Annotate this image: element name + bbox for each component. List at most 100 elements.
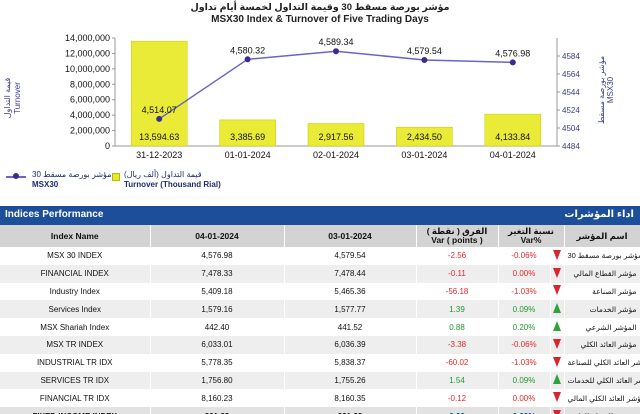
y-right-title: MSX30 [606, 76, 615, 103]
index-name-arabic: المؤشر الشرعي [564, 318, 640, 336]
msx30-point-label: 4,514.07 [142, 105, 177, 115]
value-date-1: 7,478.33 [150, 264, 285, 283]
arrow-down-icon [550, 247, 565, 265]
index-name: FINANCIAL TR IDX [0, 389, 151, 408]
value-date-2: 6,036.39 [284, 335, 417, 354]
index-name: INDUSTRIAL TR IDX [0, 353, 151, 372]
msx30-point-label: 4,580.32 [230, 45, 265, 55]
table-row: MSX Shariah Index 442.40 441.52 0.88 0.20% ال… [0, 318, 640, 336]
y-right-tick-label: 4564 [562, 70, 580, 79]
var-points: 0.88 [416, 318, 499, 336]
y-left-title-arabic: قيمة التداول [3, 78, 12, 119]
index-name: MSX 30 INDEX [0, 247, 151, 265]
value-date-2: 1,577.77 [284, 300, 417, 319]
col-index-name: Index Name [0, 225, 151, 247]
var-percent: -1.03% [498, 353, 551, 372]
legend-msx30-arabic: مؤشر بورصة مسقط 30 [32, 170, 112, 179]
col-date-2: 03-01-2024 [284, 225, 417, 247]
var-points: 1.39 [416, 300, 499, 319]
table-row: FINANCIAL INDEX 7,478.33 7,478.44 -0.11 0.00… [0, 264, 640, 283]
table-row: Services Index 1,579.16 1,577.77 1.39 0.09% م… [0, 300, 640, 319]
x-category-label: 02-01-2024 [313, 150, 359, 160]
index-name: Industry Index [0, 282, 151, 301]
chart-title-arabic: مؤشر بورصة مسقط 30 وقيمة التداول لخمسة أ… [190, 2, 450, 13]
turnover-bar [219, 119, 276, 147]
msx30-point [244, 56, 251, 63]
value-date-2: 991.33 [284, 407, 417, 414]
x-category-label: 04-01-2024 [490, 150, 536, 160]
value-date-2: 4,579.54 [284, 247, 417, 265]
y-left-tick-label: 10,000,000 [65, 64, 110, 74]
turnover-bar [484, 113, 542, 147]
arrow-down-icon [550, 264, 565, 283]
value-date-2: 5,838.37 [284, 353, 417, 372]
y-left-tick-label: 8,000,000 [70, 79, 110, 89]
col-index-name-arabic: اسم المؤشر [564, 225, 640, 247]
msx30-point-label: 4,579.54 [407, 46, 442, 56]
msx30-point [156, 115, 163, 122]
chart-title: MSX30 Index & Turnover of Five Trading D… [211, 14, 429, 25]
value-date-2: 5,465.36 [284, 282, 417, 301]
y-right-tick-label: 4484 [562, 142, 580, 151]
msx30-point-label: 4,589.34 [318, 37, 353, 47]
table-row: MSX TR INDEX 6,033.01 6,036.39 -3.38 -0.06% م… [0, 335, 640, 354]
value-date-1: 1,579.16 [150, 300, 285, 319]
y-right-tick-label: 4584 [562, 52, 580, 61]
index-name-arabic: مؤشر بورصة مسقط 30 [564, 247, 640, 265]
var-points: -56.18 [416, 282, 499, 301]
value-date-2: 7,478.44 [284, 264, 417, 283]
value-date-1: 6,033.01 [150, 335, 285, 354]
turnover-bar-label: 4,133.84 [495, 132, 530, 142]
index-name: FIXED INCOME INDEX [0, 407, 151, 414]
turnover-bar-label: 3,385.69 [230, 132, 265, 142]
table-row: INDUSTRIAL TR IDX 5,778.35 5,838.37 -60.02-… [0, 353, 640, 372]
value-date-1: 991.33 [150, 407, 285, 414]
arrow-down-icon [550, 407, 565, 414]
turnover-bar-label: 2,434.50 [407, 132, 442, 142]
var-percent: 0.20% [498, 318, 551, 336]
table-row: FINANCIAL TR IDX 8,160.23 8,160.35 -0.12 0.0… [0, 389, 640, 408]
x-category-label: 31-12-2023 [136, 150, 182, 160]
col-var-points: الفرق ( نقطة ) Var ( points ) [416, 225, 499, 247]
var-points: 1.54 [416, 371, 499, 390]
y-left-tick-label: 6,000,000 [70, 95, 110, 105]
var-percent: 0.00% [498, 407, 551, 414]
value-date-1: 1,756.80 [150, 371, 285, 390]
var-points: -2.56 [416, 247, 499, 265]
table-row: Industry Index 5,409.18 5,465.36 -56.18 -1.0… [0, 282, 640, 301]
var-percent: -1.03% [498, 282, 551, 301]
legend-msx30-label: MSX30 [32, 180, 59, 189]
y-left-tick-label: 2,000,000 [70, 126, 110, 136]
y-left-tick-label: 12,000,000 [65, 48, 110, 58]
index-name-arabic: مؤشر العائد الكلي [564, 335, 640, 354]
var-points: -60.02 [416, 353, 499, 372]
turnover-bar-label: 13,594.63 [139, 132, 179, 142]
y-left-tick-label: 4,000,000 [70, 110, 110, 120]
table-row: MSX 30 INDEX 4,576.98 4,579.54 -2.56 -0.06% م… [0, 247, 640, 265]
msx30-point [509, 59, 516, 66]
value-date-1: 5,778.35 [150, 353, 285, 372]
msx30-point [333, 48, 339, 55]
col-var-arabic: الفرق ( نقطة ) [426, 226, 488, 236]
var-percent: -0.06% [498, 247, 551, 265]
var-percent: 0.00% [498, 389, 551, 408]
indices-performance-panel: Indices Performance اداء المؤشرات Index … [0, 206, 640, 414]
var-points: -0.12 [416, 389, 499, 408]
value-date-2: 8,160.35 [284, 389, 417, 408]
index-name-arabic: مؤشر القطاع المالي [564, 264, 640, 283]
col-pct-arabic: نسبة التغير [508, 226, 554, 236]
value-date-1: 442.40 [150, 318, 285, 336]
msx30-point-label: 4,576.98 [495, 48, 530, 58]
y-left-title: Turnover [13, 82, 22, 114]
table-header-row: Index Name 04-01-2024 03-01-2024 الفرق (… [0, 225, 640, 247]
panel-title: Indices Performance [5, 209, 104, 220]
index-name-arabic: مؤشر العائد الكلي المالي [564, 389, 640, 408]
index-name-arabic: مؤشر الخدمات [564, 300, 640, 319]
legend-turnover: قيمة التداول (ألف ريال) Turnover (Thousa… [112, 170, 221, 190]
arrow-down-icon [550, 282, 565, 301]
y-left-tick-label: 0 [105, 141, 110, 151]
panel-title-arabic: اداء المؤشرات [564, 209, 634, 220]
arrow-down-icon [550, 353, 565, 372]
turnover-bar [130, 40, 188, 147]
arrow-down-icon [550, 389, 565, 408]
